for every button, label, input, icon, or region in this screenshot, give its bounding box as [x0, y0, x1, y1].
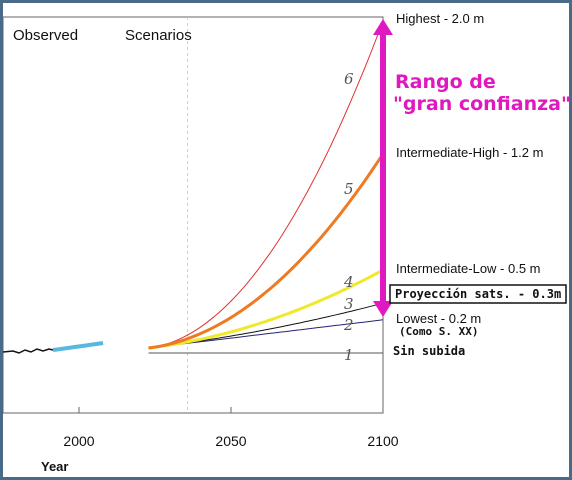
confidence-range-arrow: [373, 19, 393, 317]
series-number-2: 2: [343, 316, 354, 334]
tick-label-2050: 2050: [215, 433, 246, 449]
series-line-5: [148, 152, 385, 350]
tick-label-2100: 2100: [367, 433, 398, 449]
series-number-4: 4: [343, 273, 354, 291]
label-lowest: Lowest - 0.2 m: [396, 311, 481, 326]
series-line-4: [148, 268, 384, 350]
label-intermediate-low: Intermediate-Low - 0.5 m: [396, 261, 541, 276]
x-axis-label: Year: [41, 459, 68, 474]
confidence-label-line2: "gran confianza": [393, 93, 569, 115]
series-line-6: [148, 20, 384, 349]
label-satellite-projection: Proyección sats. - 0.3m: [395, 287, 561, 301]
sea-level-chart: Observed Scenarios 2000 2050 2100 Year R…: [3, 11, 569, 474]
series-number-3: 3: [344, 295, 354, 313]
series-number-6: 6: [344, 70, 354, 88]
series-number-1: 1: [344, 346, 354, 364]
observed-history-line: [3, 348, 54, 354]
plot-area: [3, 16, 384, 414]
series-number-5: 5: [344, 180, 354, 198]
observed-label: Observed: [13, 27, 78, 44]
observed-satellite-segment: [52, 341, 104, 352]
confidence-label-line1: Rango de: [395, 71, 496, 93]
series-layer: [148, 20, 385, 354]
label-lowest-note: (Como S. XX): [399, 325, 478, 338]
label-intermediate-high: Intermediate-High - 1.2 m: [396, 145, 543, 160]
scenarios-label: Scenarios: [125, 27, 192, 44]
label-highest: Highest - 2.0 m: [396, 11, 484, 26]
label-no-rise: Sin subida: [393, 344, 465, 358]
tick-label-2000: 2000: [63, 433, 94, 449]
satellite-projection-box: [389, 284, 567, 304]
